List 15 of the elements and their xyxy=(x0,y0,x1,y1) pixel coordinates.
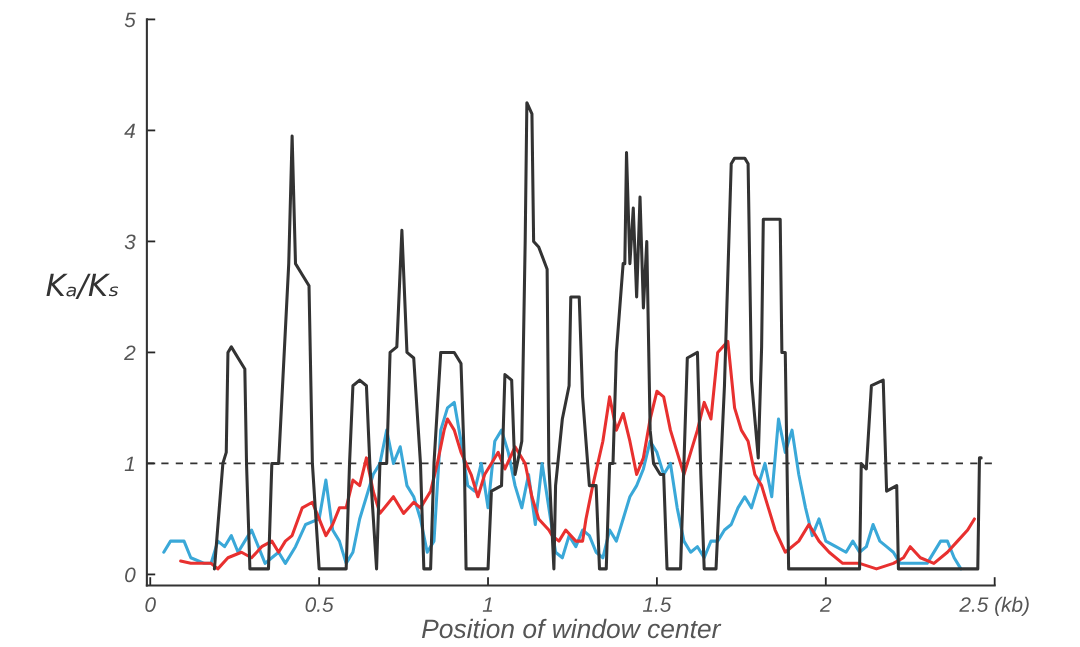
y-tick-label: 1 xyxy=(124,456,135,471)
x-tick-label: 0.5 xyxy=(305,597,334,612)
y-axis-title: Kₐ/Kₛ xyxy=(46,273,119,299)
line-series xyxy=(179,339,976,571)
x-tick-label: 0 xyxy=(145,597,156,612)
x-tick-label: 2 xyxy=(819,597,832,612)
y-tick-label: 5 xyxy=(124,12,136,28)
y-tick-label: 0 xyxy=(125,567,136,583)
y-tick-label: 2 xyxy=(124,345,136,360)
y-tick-label: 4 xyxy=(124,123,135,138)
x-tick-label: 1 xyxy=(482,597,493,612)
x-axis-title: Position of window center xyxy=(421,618,722,639)
y-tick-label: 3 xyxy=(124,234,136,250)
x-tick-label: 2.5 (kb) xyxy=(959,596,1029,617)
x-tick-label: 1.5 xyxy=(642,597,672,612)
